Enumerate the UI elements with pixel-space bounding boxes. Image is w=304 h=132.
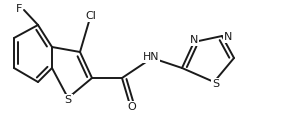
Text: O: O <box>128 102 136 112</box>
Text: N: N <box>224 32 232 42</box>
Text: S: S <box>212 79 219 89</box>
Text: Cl: Cl <box>85 11 96 21</box>
Text: HN: HN <box>143 52 159 62</box>
Text: N: N <box>190 35 198 45</box>
Text: F: F <box>16 4 22 14</box>
Text: S: S <box>64 95 71 105</box>
